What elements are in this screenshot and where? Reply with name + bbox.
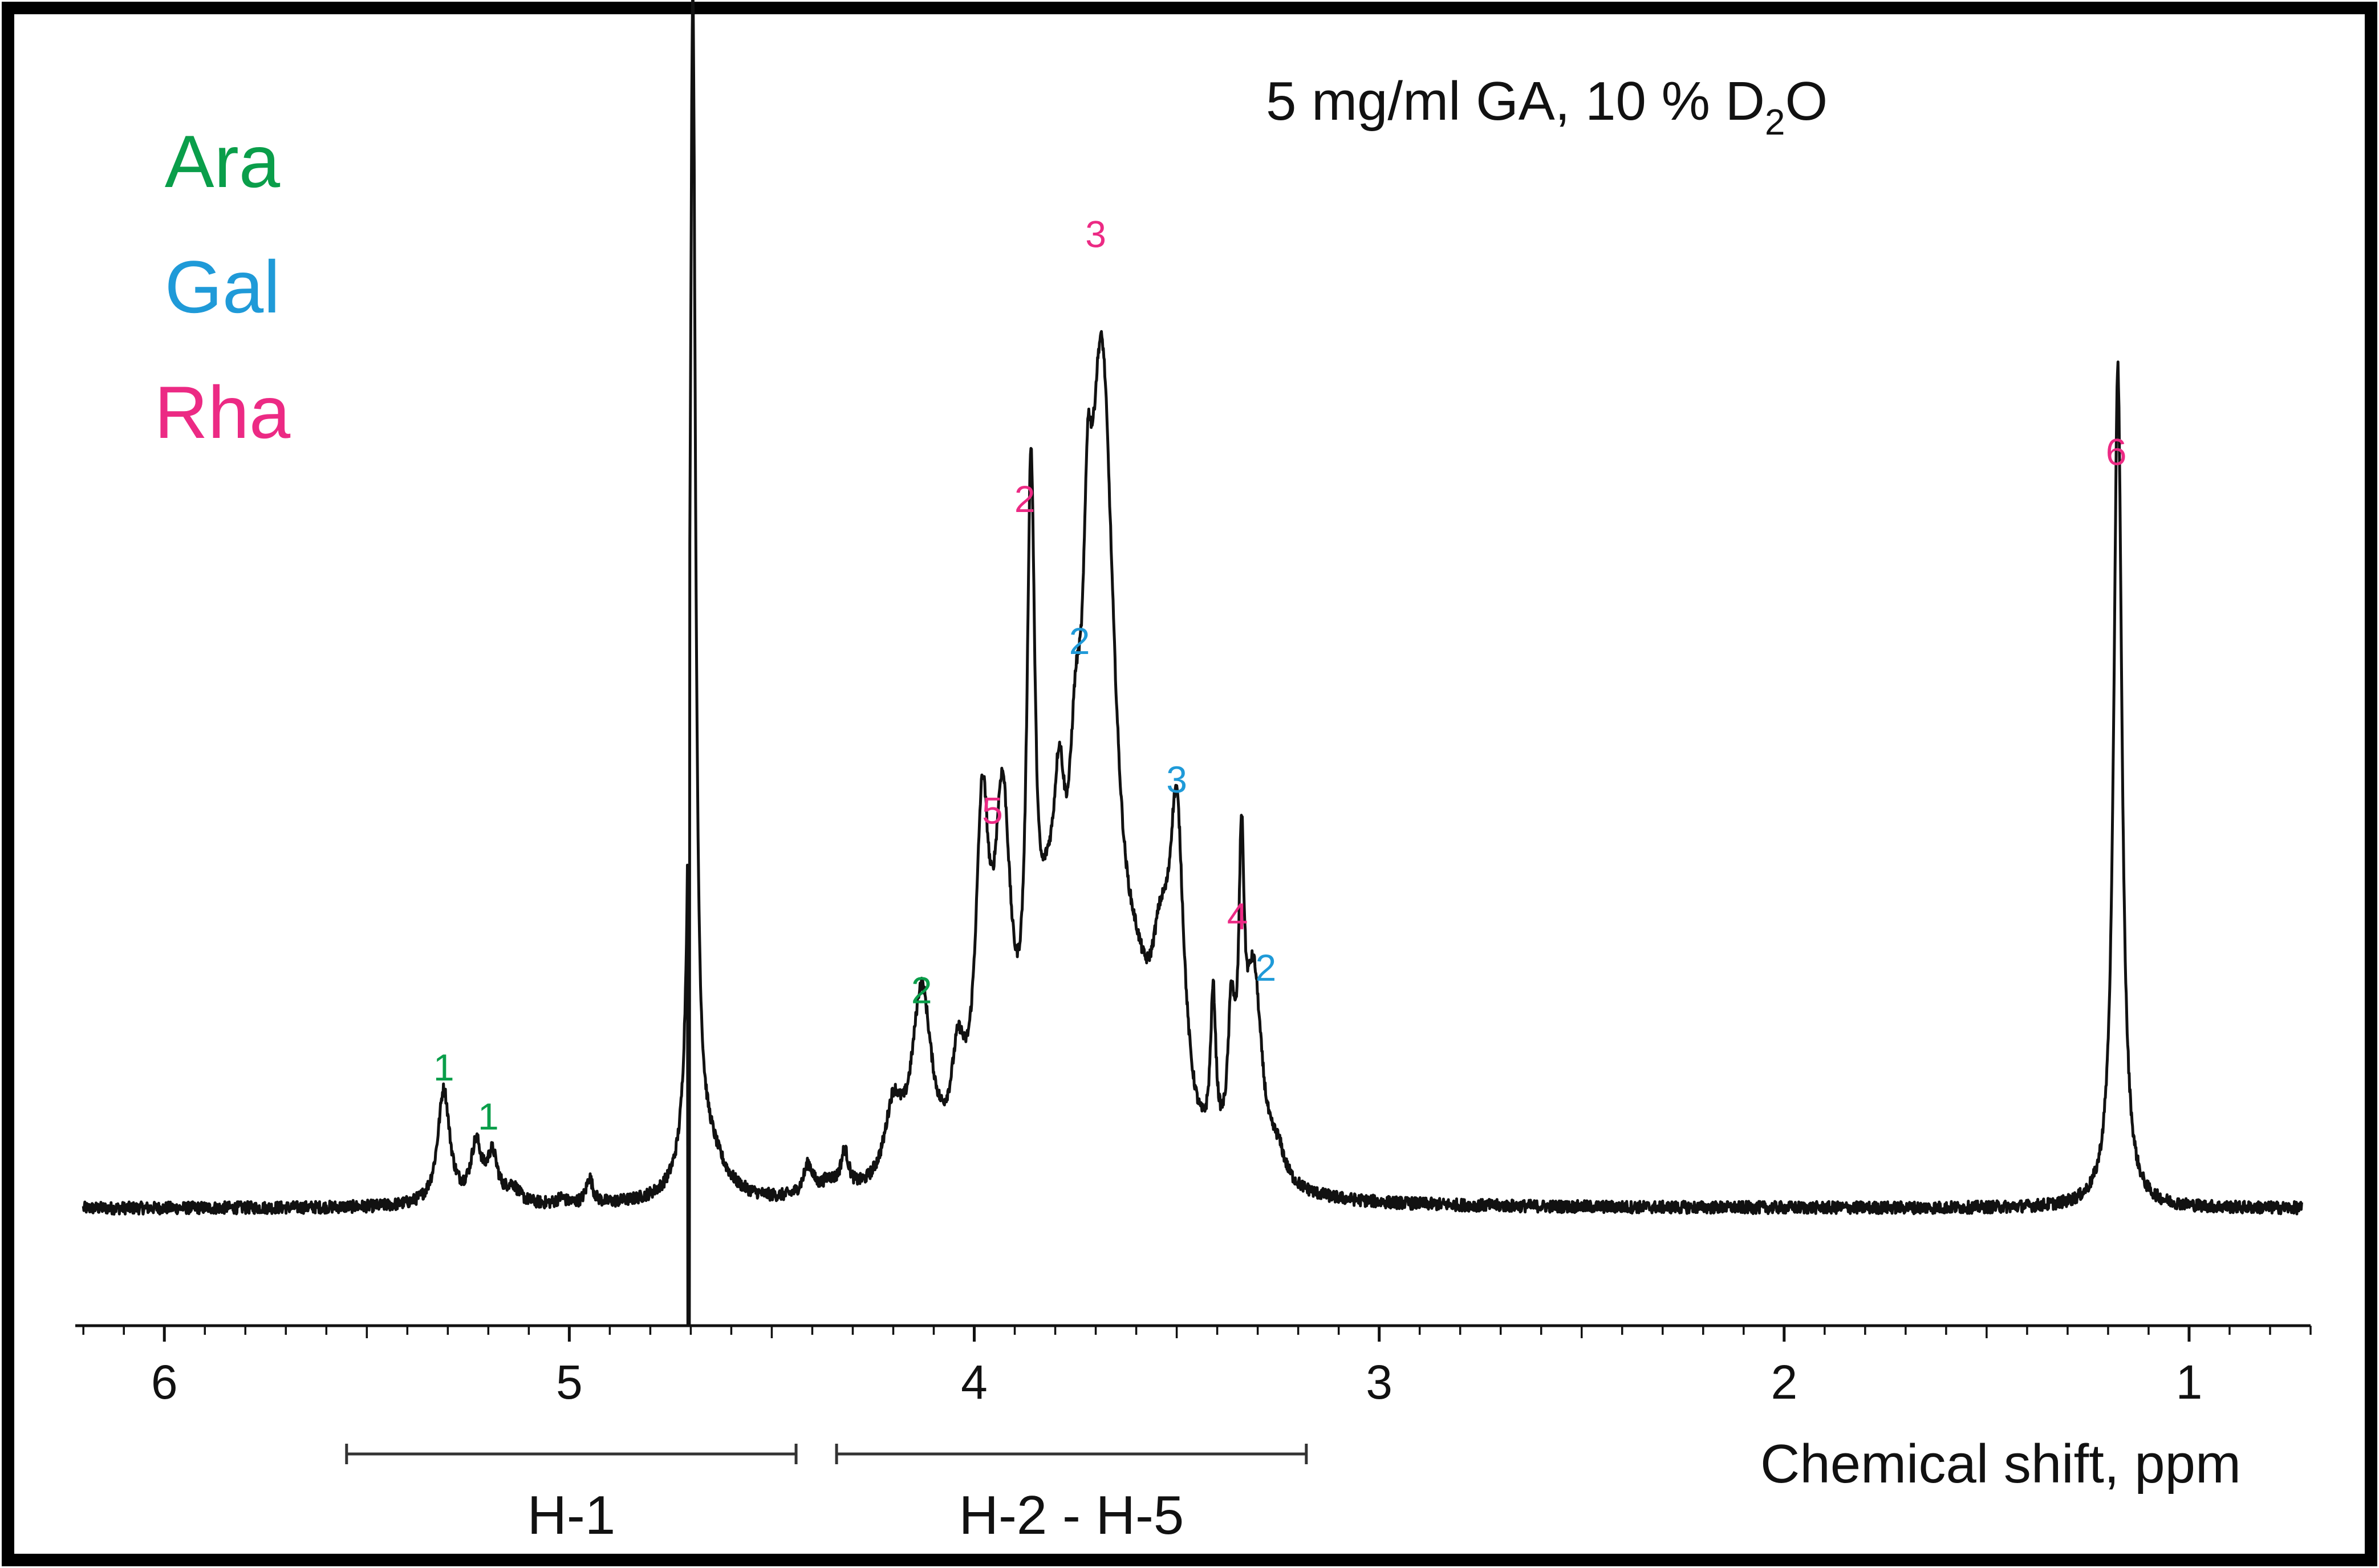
- region-label-0: H-1: [527, 1485, 616, 1546]
- x-axis: 6 5 4 3 2 1: [75, 1324, 2312, 1409]
- region-label-1: H-2 - H-5: [959, 1485, 1184, 1546]
- peak-label-gal-3-7: 3: [1166, 758, 1187, 801]
- x-tick-label-1: 1: [2176, 1355, 2203, 1409]
- spectrum-line-0: [82, 0, 2303, 1327]
- peak-label-rha-4-8: 4: [1227, 895, 1248, 937]
- peak-label-ara-1-0: 1: [433, 1046, 454, 1088]
- legend-entry-gal: Gal: [165, 245, 280, 328]
- peak-label-rha-5-3: 5: [982, 789, 1003, 831]
- region-brackets: H-1 H-2 - H-5: [345, 1444, 1308, 1546]
- x-tick-label-3: 3: [1366, 1355, 1393, 1409]
- chart-title: 5 mg/ml GA, 10 % D2O: [1266, 71, 1828, 143]
- plot-area: [82, 0, 2303, 1327]
- peak-label-gal-2-6: 2: [1069, 620, 1090, 662]
- legend-entry-ara: Ara: [165, 120, 281, 203]
- chart-title-subscript: 2: [1765, 101, 1785, 143]
- peak-label-rha-3-5: 3: [1085, 213, 1106, 255]
- peak-label-ara-2-2: 2: [911, 969, 932, 1012]
- peak-label-ara-1-1: 1: [478, 1095, 499, 1138]
- peak-label-rha-2-4: 2: [1014, 478, 1036, 520]
- x-axis-label: Chemical shift, ppm: [1760, 1433, 2241, 1494]
- legend-entry-rha: Rha: [155, 371, 291, 454]
- peak-label-gal-2-9: 2: [1255, 947, 1276, 989]
- chart-title-suffix: O: [1785, 71, 1828, 132]
- x-tick-label-2: 2: [1771, 1355, 1797, 1409]
- x-tick-label-5: 5: [556, 1355, 583, 1409]
- x-tick-label-4: 4: [961, 1355, 988, 1409]
- chart-title-main: 5 mg/ml GA, 10 % D: [1266, 71, 1765, 132]
- x-tick-label-6: 6: [151, 1355, 178, 1409]
- legend: Ara Gal Rha: [155, 120, 291, 454]
- peak-label-rha-6-10: 6: [2106, 430, 2127, 473]
